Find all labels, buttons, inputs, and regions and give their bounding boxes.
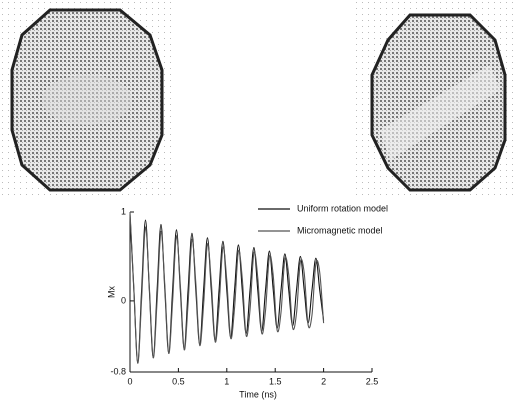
- y-tick-label: 1: [121, 206, 126, 216]
- x-tick-label: 2.5: [366, 376, 379, 386]
- x-axis-label: Time (ns): [239, 389, 277, 399]
- x-tick-label: 0: [127, 376, 132, 386]
- series-line: [129, 214, 325, 364]
- y-tick-label: -0.8: [110, 366, 126, 376]
- chart: Time (ns) Mx 0 0.5 1 1.5 2 2.5-0.801 Uniform r…: [106, 203, 388, 399]
- domain-shade: [380, 65, 500, 160]
- x-tick-label: 2: [321, 376, 326, 386]
- domain-shade: [42, 75, 132, 125]
- x-tick-label: 1: [224, 376, 229, 386]
- legend-label: Uniform rotation model: [297, 203, 388, 213]
- y-tick-label: 0: [121, 295, 126, 305]
- legend-label: Micromagnetic model: [297, 225, 383, 235]
- x-tick-label: 0.5: [172, 376, 185, 386]
- series-line: [129, 211, 325, 364]
- x-tick-label: 1.5: [269, 376, 282, 386]
- y-axis-label: Mx: [106, 286, 116, 298]
